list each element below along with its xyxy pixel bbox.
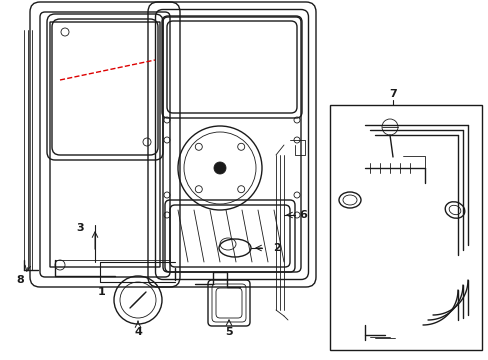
Bar [329,105,481,350]
Text: 7: 7 [388,89,396,99]
Text: 6: 6 [298,210,306,220]
Text: 5: 5 [225,327,232,337]
Text: 8: 8 [16,275,24,285]
Text: 2: 2 [272,243,280,253]
Text: 3: 3 [76,223,83,233]
Text: 4: 4 [134,327,142,337]
Circle shape [214,162,225,174]
Text: 1: 1 [98,287,106,297]
